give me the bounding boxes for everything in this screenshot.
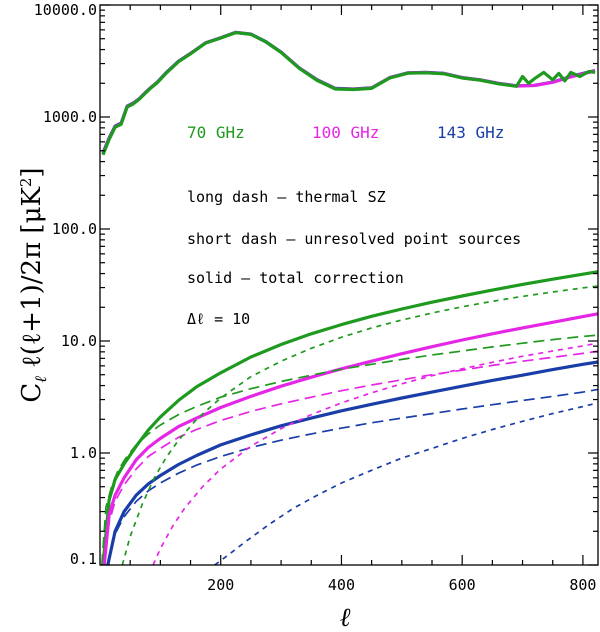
series-line-7 (100, 334, 599, 566)
y-axis-title: Cℓ ℓ(ℓ+1)/2π [μK2] (17, 167, 50, 402)
annotation-delta-l: Δℓ = 10 (187, 310, 250, 328)
x-tick-label: 400 (328, 576, 355, 594)
x-tick-label: 800 (569, 576, 596, 594)
legend-143ghz: 143 GHz (437, 123, 504, 142)
series-layer (100, 30, 599, 566)
x-tick-label: 200 (207, 576, 234, 594)
y-axis-title-rest: ℓ(ℓ+1)/2π [μK (17, 187, 47, 376)
series-line-9 (106, 388, 599, 566)
y-axis-title-close: ] (17, 167, 47, 177)
series-line-3 (101, 31, 596, 156)
y-tick-label: 10000.0 (34, 1, 97, 19)
legend-100ghz: 100 GHz (312, 123, 379, 142)
x-tick-label: 600 (449, 576, 476, 594)
series-line-8 (103, 350, 599, 566)
y-tick-label: 0.1 (70, 550, 97, 568)
plot-frame (99, 4, 599, 566)
y-axis-title-sub: ℓ (31, 376, 50, 383)
series-line-12 (214, 402, 599, 566)
series-line-6 (106, 360, 599, 566)
y-tick-label: 1.0 (70, 444, 97, 462)
y-tick-label: 100.0 (52, 220, 97, 238)
annotation-thermal-sz: long dash – thermal SZ (187, 188, 386, 206)
series-line-4 (101, 270, 599, 566)
y-axis-title-c: C (17, 383, 47, 403)
y-tick-label: 10.0 (61, 332, 97, 350)
y-tick-label: 1000.0 (43, 108, 97, 126)
tick-layer: 200 400 600 800 0.1 1.0 10.0 100.0 1000.0 10000.0 (34, 1, 598, 594)
series-line-11 (152, 342, 599, 566)
annotation-point-sources: short dash – unresolved point sources (187, 230, 521, 248)
series-line-10 (121, 285, 599, 566)
x-axis-title: ℓ (340, 603, 351, 632)
series-line-5 (102, 312, 599, 566)
y-axis-title-sup: 2 (17, 178, 35, 188)
annotation-total-correction: solid – total correction (187, 269, 404, 287)
legend-70ghz: 70 GHz (187, 123, 245, 142)
